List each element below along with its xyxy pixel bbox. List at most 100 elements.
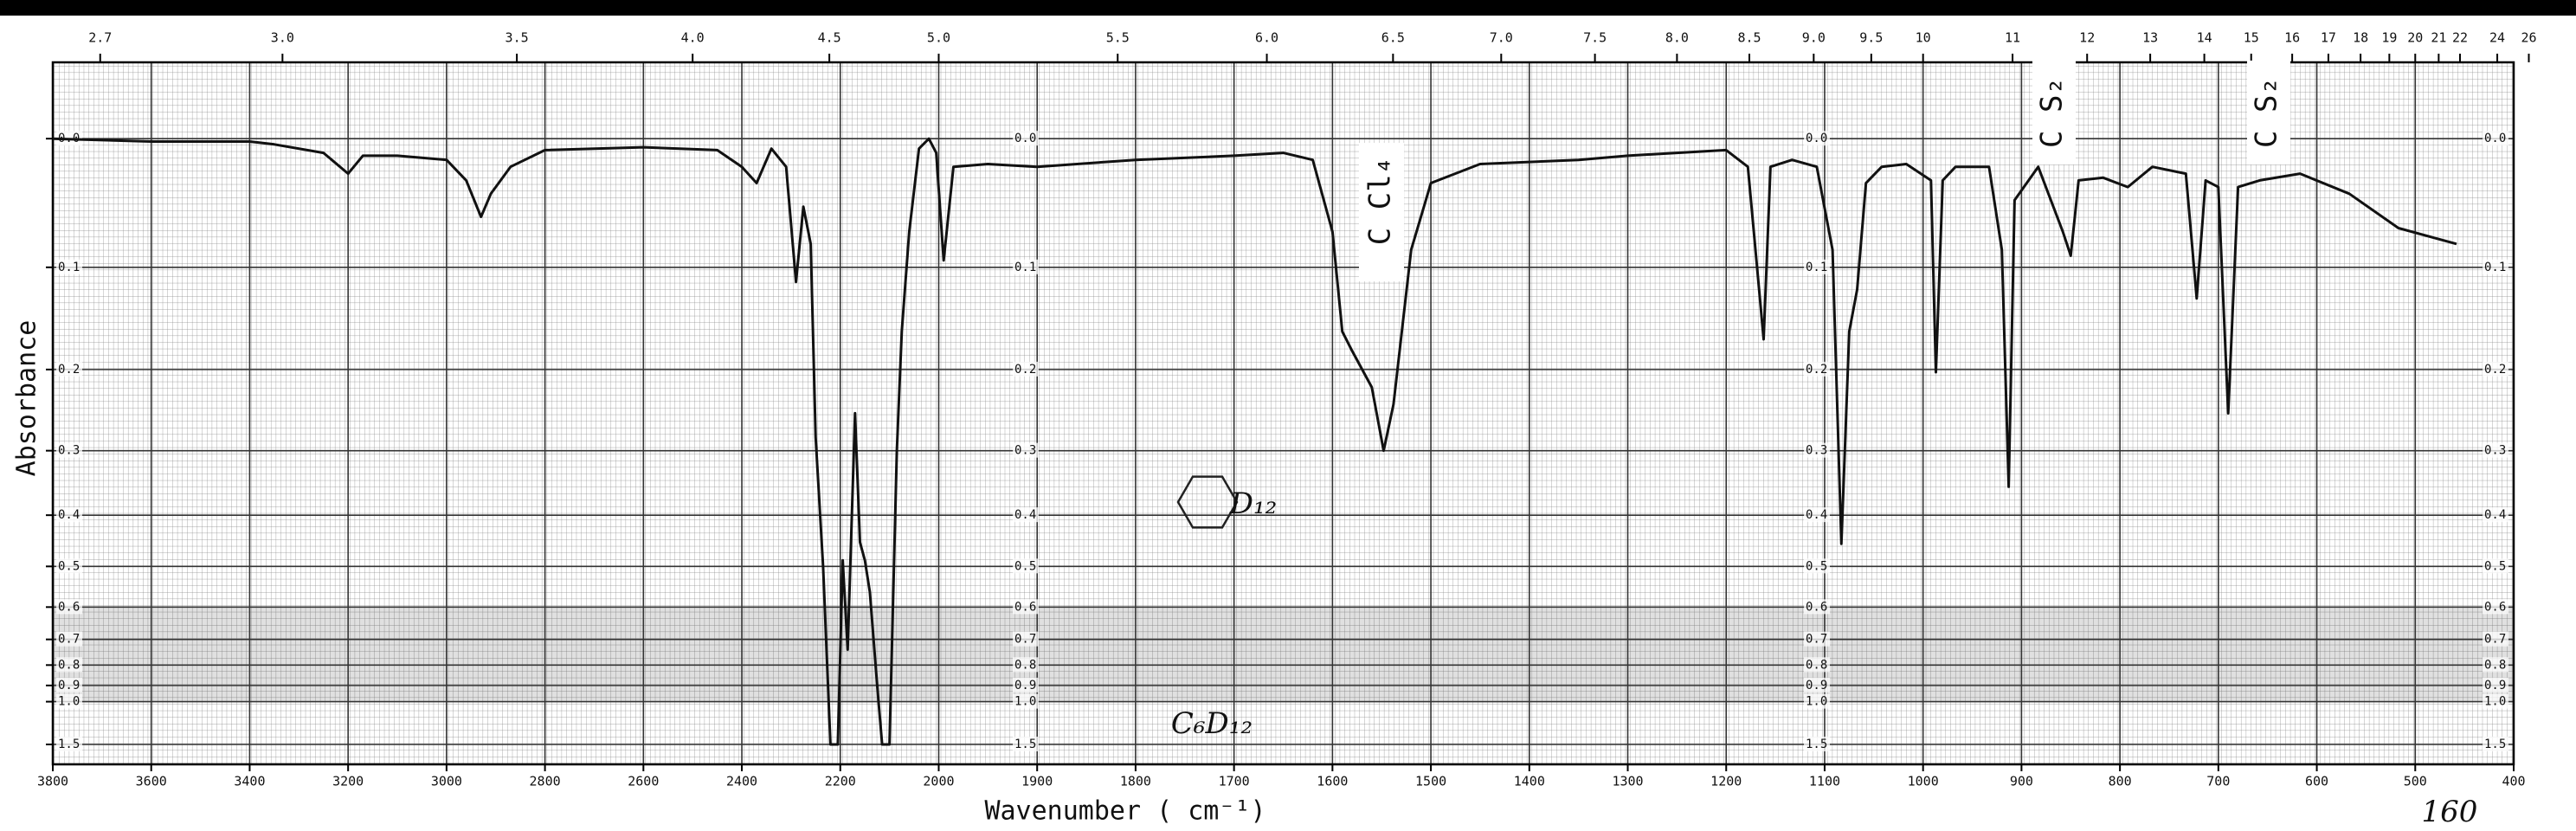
y-tick-label: 0.9 — [58, 679, 80, 692]
x-tick-label: 2200 — [825, 774, 856, 789]
y-tick-label: 0.7 — [2484, 633, 2506, 647]
top-band — [0, 0, 2576, 16]
y-tick-label-bg — [1013, 677, 1039, 692]
x2-tick-label: 3.0 — [271, 30, 294, 46]
x2-tick-label: 24 — [2489, 30, 2505, 46]
x2-tick-label: 9.0 — [1802, 30, 1826, 46]
annotation: C S₂ — [2035, 77, 2070, 148]
y-tick-label: 0.2 — [2484, 363, 2506, 377]
y-tick-label-bg — [56, 657, 82, 673]
x2-tick-label: 26 — [2521, 30, 2536, 46]
y-tick-label-bg — [2483, 693, 2508, 709]
y-tick-label-bg — [1804, 361, 1830, 377]
x2-tick-label: 2.7 — [88, 30, 112, 46]
y-tick-label: 0.5 — [58, 559, 80, 573]
y-tick-label-bg — [56, 558, 82, 574]
y-tick-label-bg — [1013, 361, 1039, 377]
y-tick-label-bg — [1013, 737, 1039, 751]
y-tick-label-bg — [56, 631, 82, 647]
y-tick-label-bg — [2483, 677, 2508, 692]
y-tick-label: 0.1 — [1014, 261, 1036, 274]
x2-tick-label: 18 — [2353, 30, 2368, 46]
x2-tick-label: 10 — [1916, 30, 1931, 46]
x-tick-label: 600 — [2305, 774, 2328, 789]
y-tick-label-bg — [1804, 693, 1830, 709]
y-tick-label: 0.1 — [58, 261, 80, 274]
y-tick-label-bg — [1804, 631, 1830, 647]
y-tick-label-bg — [2483, 657, 2508, 673]
y-tick-label-bg — [2483, 631, 2508, 647]
annotation-bg — [2032, 61, 2076, 164]
y-tick-label-bg — [56, 599, 82, 615]
annotation-bg — [2247, 61, 2290, 164]
y-tick-label-bg — [2483, 361, 2508, 377]
x-tick-label: 400 — [2502, 774, 2525, 789]
y-tick-label: 0.0 — [1014, 132, 1036, 145]
x2-tick-label: 19 — [2381, 30, 2397, 46]
x2-tick-label: 7.0 — [1490, 30, 1513, 46]
x2-tick-label: 4.5 — [818, 30, 841, 46]
y-tick-label-bg — [1804, 677, 1830, 692]
x2-tick-label: 15 — [2244, 30, 2259, 46]
grid-layer — [52, 62, 2515, 764]
y-tick-label-bg — [1804, 599, 1830, 615]
x-tick-label: 1700 — [1219, 774, 1250, 789]
y-tick-label-bg — [1013, 131, 1039, 146]
y-tick-label: 1.0 — [58, 695, 80, 709]
spectrum-line — [52, 137, 2457, 746]
x-tick-label: 3800 — [37, 774, 68, 789]
y-tick-label-bg — [56, 507, 82, 523]
y-tick-label: 0.9 — [2484, 679, 2506, 692]
x2-tick-label: 8.0 — [1665, 30, 1689, 46]
y-tick-label-bg — [2483, 737, 2508, 751]
x2-tick-label: 9.5 — [1859, 30, 1883, 46]
y-tick-label-bg — [2483, 558, 2508, 574]
x2-tick-label: 5.5 — [1106, 30, 1130, 46]
x2-tick-label: 6.0 — [1255, 30, 1278, 46]
y-tick-label-bg — [1013, 442, 1039, 458]
x-tick-label: 2800 — [530, 774, 561, 789]
y-tick-label-bg — [1013, 631, 1039, 647]
y-tick-label-bg — [2483, 599, 2508, 615]
x-tick-label: 1800 — [1120, 774, 1151, 789]
x2-tick-label: 14 — [2197, 30, 2212, 46]
y-tick-label: 0.5 — [2484, 559, 2506, 573]
x2-tick-label: 6.5 — [1381, 30, 1405, 46]
y-tick-label: 1.5 — [2484, 738, 2506, 751]
y-tick-label: 0.3 — [1014, 444, 1036, 458]
plot-frame — [51, 61, 2515, 766]
y-tick-label: 0.9 — [1014, 679, 1036, 692]
x-tick-label: 2000 — [923, 774, 954, 789]
x2-tick-label: 8.5 — [1737, 30, 1761, 46]
y-tick-label: 0.5 — [1014, 559, 1036, 573]
x2-tick-label: 13 — [2142, 30, 2158, 46]
y-tick-label-bg — [1013, 558, 1039, 574]
y-tick-label-bg — [1804, 131, 1830, 146]
minor-grid — [53, 62, 2514, 764]
y-tick-label: 0.5 — [1806, 559, 1827, 573]
y-tick-label-bg — [1804, 657, 1830, 673]
y-tick-label: 0.9 — [1806, 679, 1827, 692]
x-tick-label: 1500 — [1415, 774, 1446, 789]
x-tick-label: 1400 — [1514, 774, 1545, 789]
x2-tick-label: 22 — [2452, 30, 2468, 46]
annotation-bg — [1359, 143, 1404, 281]
y-tick-label: 0.6 — [1014, 600, 1036, 614]
y-tick-label: 0.4 — [2484, 508, 2506, 522]
x-tick-label: 900 — [2010, 774, 2033, 789]
x-tick-label: 700 — [2206, 774, 2230, 789]
x-tick-label: 1900 — [1021, 774, 1053, 789]
x-tick-label: 3400 — [234, 774, 265, 789]
annotation: 160 — [2422, 795, 2478, 829]
y-tick-label: 0.4 — [1014, 508, 1036, 522]
y-tick-label: 0.1 — [2484, 261, 2506, 274]
y-tick-label: 1.0 — [1806, 695, 1827, 709]
x-tick-label: 1300 — [1612, 774, 1643, 789]
y-tick-label: 0.3 — [2484, 444, 2506, 458]
y-tick-label-bg — [2483, 131, 2508, 146]
y-tick-label-bg — [56, 442, 82, 458]
x-tick-label: 3600 — [136, 774, 167, 789]
y-tick-label: 0.6 — [2484, 600, 2506, 614]
x-tick-label: 3000 — [431, 774, 462, 789]
x-tick-label: 2400 — [726, 774, 757, 789]
